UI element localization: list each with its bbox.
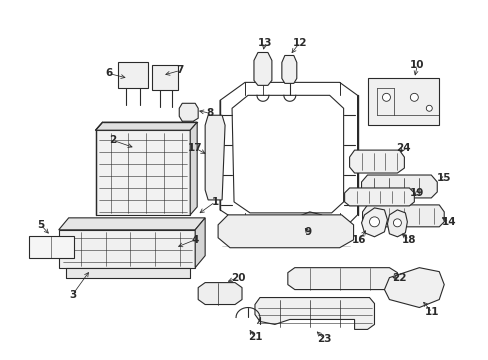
Polygon shape [349,150,404,173]
Text: 3: 3 [69,289,76,300]
Text: 7: 7 [176,66,183,76]
Polygon shape [179,103,198,121]
Polygon shape [362,205,443,227]
Text: 6: 6 [105,68,112,78]
Text: 15: 15 [436,173,450,183]
Circle shape [382,93,389,101]
Polygon shape [386,210,407,237]
Polygon shape [65,268,190,278]
Polygon shape [118,62,148,88]
Text: 22: 22 [391,273,406,283]
Text: 8: 8 [206,108,213,118]
Text: 14: 14 [441,217,456,227]
Text: 23: 23 [317,334,331,345]
Text: 24: 24 [395,143,410,153]
Circle shape [426,105,431,111]
Polygon shape [281,55,296,84]
Polygon shape [152,66,178,90]
Polygon shape [361,175,436,198]
Polygon shape [220,82,357,228]
Text: 2: 2 [109,135,116,145]
Polygon shape [367,78,438,125]
Polygon shape [384,268,443,307]
Polygon shape [218,215,353,248]
Text: 20: 20 [230,273,245,283]
Text: 18: 18 [401,235,416,245]
Circle shape [409,93,417,101]
Text: 4: 4 [191,235,199,245]
Polygon shape [95,122,197,130]
Text: 21: 21 [247,332,262,342]
Polygon shape [290,212,325,242]
Text: 11: 11 [424,307,439,318]
Polygon shape [344,188,413,206]
Polygon shape [254,298,374,329]
Text: 10: 10 [409,60,424,71]
Text: 13: 13 [257,37,272,48]
Text: 19: 19 [409,188,424,198]
Polygon shape [205,115,224,200]
Text: 5: 5 [37,220,44,230]
Text: 17: 17 [187,143,202,153]
Text: 1: 1 [211,197,218,207]
Polygon shape [195,218,205,268]
Circle shape [369,217,379,227]
Polygon shape [59,218,205,230]
Polygon shape [361,208,386,237]
Text: 12: 12 [292,37,306,48]
Polygon shape [29,236,74,258]
Text: 9: 9 [304,227,311,237]
Circle shape [393,219,401,227]
Polygon shape [59,230,195,268]
Polygon shape [190,122,197,215]
Text: 16: 16 [351,235,366,245]
Polygon shape [198,283,242,305]
Polygon shape [95,130,190,215]
Polygon shape [287,268,397,289]
Polygon shape [253,53,271,85]
